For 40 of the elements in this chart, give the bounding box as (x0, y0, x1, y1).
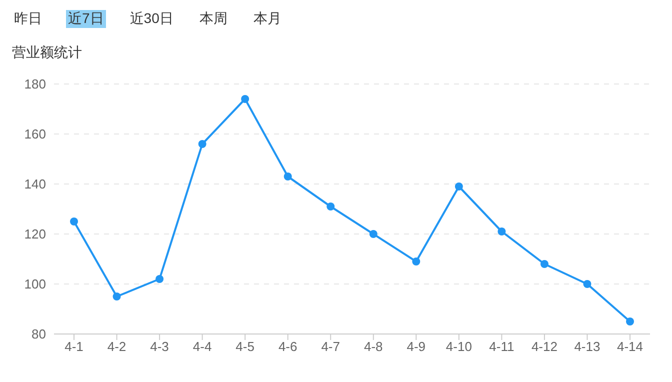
point (412, 258, 420, 266)
x-tick-label: 4-13 (574, 339, 600, 354)
point (112, 292, 121, 300)
x-tick-label: 4-12 (531, 339, 558, 354)
x-tick-label: 4-7 (321, 339, 340, 354)
point (156, 275, 164, 283)
y-tick-label: 160 (24, 126, 46, 142)
x-tick-label: 4-9 (406, 339, 426, 354)
x-tick-label: 4-5 (236, 339, 254, 354)
point (583, 280, 592, 288)
point (454, 182, 463, 190)
y-tick-label: 120 (24, 226, 46, 242)
x-tick-label: 4-10 (446, 339, 472, 354)
chart-title: 营业额统计 (11, 44, 83, 62)
point (284, 172, 292, 180)
x-tick-label: 4-11 (489, 339, 514, 354)
y-tick-label: 140 (24, 176, 46, 192)
y-tick-label: 100 (24, 276, 46, 292)
x-tick-label: 4-14 (616, 339, 644, 354)
point (540, 260, 548, 268)
y-tick-label: 80 (32, 326, 46, 342)
point (626, 318, 634, 326)
text: 本月 (252, 10, 282, 28)
y-tick-label: 180 (24, 76, 46, 92)
point (498, 228, 506, 236)
x-tick-label: 4-6 (278, 339, 298, 354)
x-tick-label: 4-8 (364, 339, 383, 354)
point (198, 140, 206, 148)
x-tick-label: 4-3 (150, 339, 169, 354)
x-tick-label: 4-4 (192, 339, 212, 354)
x-tick-label: 4-1 (64, 339, 84, 354)
point (326, 202, 335, 210)
point (241, 95, 250, 103)
point (70, 218, 78, 226)
point (369, 230, 378, 238)
text: 昨日 (13, 10, 43, 28)
text: 本周 (198, 10, 228, 28)
text: 近7日 (66, 10, 106, 28)
text: 近30日 (128, 10, 174, 28)
x-tick-label: 4-2 (107, 339, 126, 354)
